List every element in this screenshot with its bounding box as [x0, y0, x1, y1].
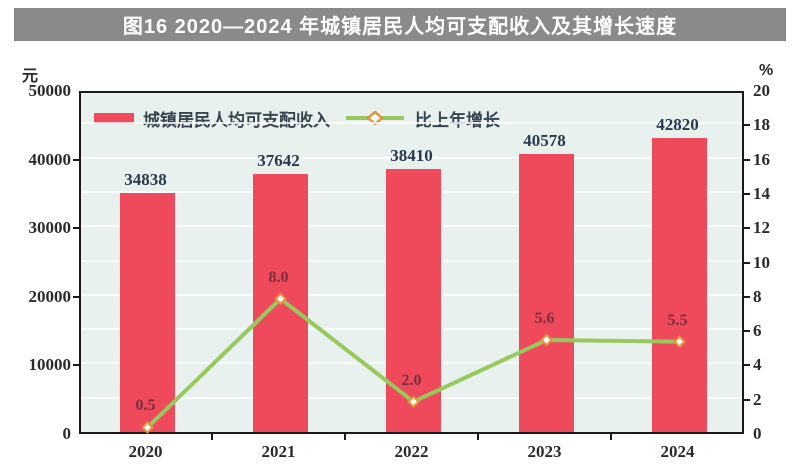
- line-value-label: 2.0: [401, 371, 422, 389]
- left-axis-tick-label: 20000: [28, 286, 72, 306]
- left-axis-tick-label: 50000: [28, 81, 72, 100]
- right-axis-tick-label: 14: [753, 183, 770, 203]
- bar-series-swatch: [94, 112, 134, 124]
- bar-value-label: 37642: [257, 150, 300, 170]
- gridline: [81, 156, 742, 159]
- right-axis-tick-label: 8: [753, 286, 762, 306]
- growth-line: [141, 292, 686, 434]
- right-axis-tick-label: 10: [753, 252, 770, 272]
- x-axis-tick: [344, 433, 346, 440]
- right-axis-tick: [743, 364, 750, 367]
- right-axis-tick-label: 20: [753, 81, 770, 100]
- growth-line-path: [146, 296, 680, 429]
- bar-value-label: 34838: [124, 170, 167, 189]
- x-axis-tick: [610, 433, 612, 440]
- bar-series-label: 城镇居民人均可支配收入: [143, 110, 330, 130]
- legend-item-bar: 城镇居民人均可支配收入: [94, 106, 330, 131]
- right-axis-tick: [743, 227, 750, 230]
- bar: [519, 153, 574, 432]
- x-axis-category-label: 2020: [128, 442, 163, 461]
- line-series-swatch: [346, 111, 404, 125]
- left-axis-unit: 元: [22, 68, 39, 85]
- right-axis-tick-label: 6: [753, 321, 762, 341]
- bar: [652, 138, 707, 432]
- x-axis-tick: [211, 433, 213, 440]
- legend-item-line: 比上年增长: [344, 106, 500, 131]
- line-value-label: 0.5: [135, 397, 156, 415]
- data-point-marker: [274, 292, 287, 306]
- line-value-label: 8.0: [268, 268, 289, 286]
- right-axis-tick-label: 2: [753, 389, 762, 409]
- right-axis-tick: [743, 295, 750, 298]
- x-axis-category-label: 2023: [527, 442, 562, 461]
- right-axis-tick: [743, 158, 750, 161]
- data-point-marker: [540, 333, 553, 347]
- left-axis-tick: [73, 364, 80, 367]
- line-value-label: 5.5: [667, 311, 688, 329]
- x-axis-category-label: 2022: [394, 442, 429, 461]
- bar-value-label: 38410: [390, 145, 433, 165]
- x-axis-category-label: 2024: [660, 442, 695, 461]
- left-axis-tick-label: 30000: [28, 218, 72, 238]
- line-series-label: 比上年增长: [415, 110, 500, 130]
- figure-title: 图16 2020—2024 年城镇居民人均可支配收入及其增长速度: [122, 16, 678, 38]
- bar: [120, 193, 175, 432]
- legend: 城镇居民人均可支配收入 比上年增长: [94, 106, 500, 131]
- data-point-marker: [673, 335, 686, 349]
- right-axis-unit: %: [759, 62, 774, 79]
- right-axis-tick: [743, 261, 750, 264]
- x-axis-tick: [477, 433, 479, 440]
- x-axis-category-label: 2021: [261, 442, 296, 461]
- left-axis-tick-label: 40000: [28, 149, 72, 169]
- bar-value-label: 40578: [523, 130, 566, 150]
- right-axis-tick: [743, 124, 750, 127]
- left-axis-tick: [73, 158, 80, 161]
- line-value-label: 5.6: [534, 309, 555, 327]
- right-axis-tick-label: 12: [753, 218, 770, 238]
- data-point-marker: [141, 421, 154, 434]
- right-axis-tick: [743, 330, 750, 333]
- gridline: [81, 122, 742, 125]
- left-axis-tick: [73, 227, 80, 230]
- left-axis-tick-label: 10000: [28, 355, 72, 375]
- right-axis-tick: [743, 192, 750, 195]
- bar-value-label: 42820: [656, 115, 699, 135]
- right-axis-tick: [743, 398, 750, 401]
- left-axis-tick-label: 0: [62, 424, 72, 443]
- right-axis-tick-label: 0: [753, 424, 762, 443]
- figure-title-bar: 图16 2020—2024 年城镇居民人均可支配收入及其增长速度: [14, 8, 786, 41]
- right-axis-tick-label: 16: [753, 149, 770, 169]
- right-axis-tick-label: 4: [753, 355, 762, 375]
- left-axis-tick: [73, 295, 80, 298]
- right-axis-tick-label: 18: [753, 115, 770, 135]
- data-point-marker: [407, 395, 420, 409]
